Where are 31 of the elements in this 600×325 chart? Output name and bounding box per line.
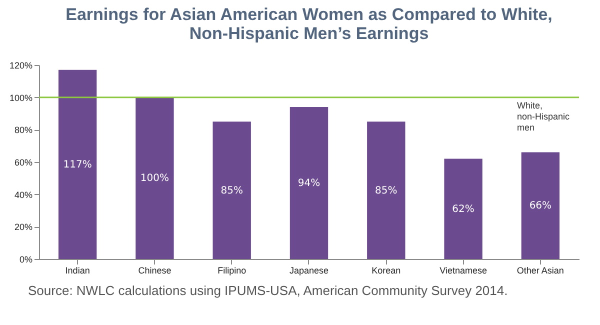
- data-label: 94%: [298, 178, 320, 190]
- y-tick-label: 80%: [14, 125, 32, 136]
- y-tick-label: 0%: [19, 254, 32, 264]
- bar: [212, 122, 251, 259]
- x-tick-label: Chinese: [138, 266, 172, 276]
- data-label: 85%: [375, 185, 398, 196]
- x-tick-label: Japanese: [289, 266, 329, 276]
- data-label: 62%: [452, 204, 474, 215]
- y-tick-label: 40%: [14, 190, 32, 200]
- x-tick-label: Indian: [65, 266, 90, 276]
- x-tick-label: Filipino: [218, 266, 246, 276]
- y-tick-label: 120%: [9, 60, 32, 70]
- bar: [367, 122, 406, 259]
- ref-line-label: White, non-Hispanic men: [517, 100, 570, 132]
- data-label: 85%: [220, 185, 243, 196]
- x-tick-label: Vietnamese: [440, 266, 487, 276]
- data-label: 66%: [529, 200, 552, 212]
- x-tick-label: Korean: [372, 266, 401, 276]
- bar: [290, 107, 328, 259]
- y-tick-label: 100%: [9, 92, 32, 103]
- x-tick-label: Other Asian: [516, 266, 564, 276]
- y-tick-label: 60%: [14, 158, 32, 168]
- y-tick-label: 20%: [14, 222, 32, 232]
- chart-title: Earnings for Asian American Women as Compared to White, Non-Hispanic Men’s Earnings: [66, 5, 552, 43]
- data-label: 100%: [140, 173, 170, 184]
- bar: [58, 70, 97, 259]
- bar: [444, 158, 482, 259]
- bar: [521, 152, 560, 259]
- source-note: Source: NWLC calculations using IPUMS-USA, American Community Survey 2014.: [28, 283, 509, 298]
- bar: [136, 97, 174, 259]
- data-label: 117%: [63, 159, 92, 170]
